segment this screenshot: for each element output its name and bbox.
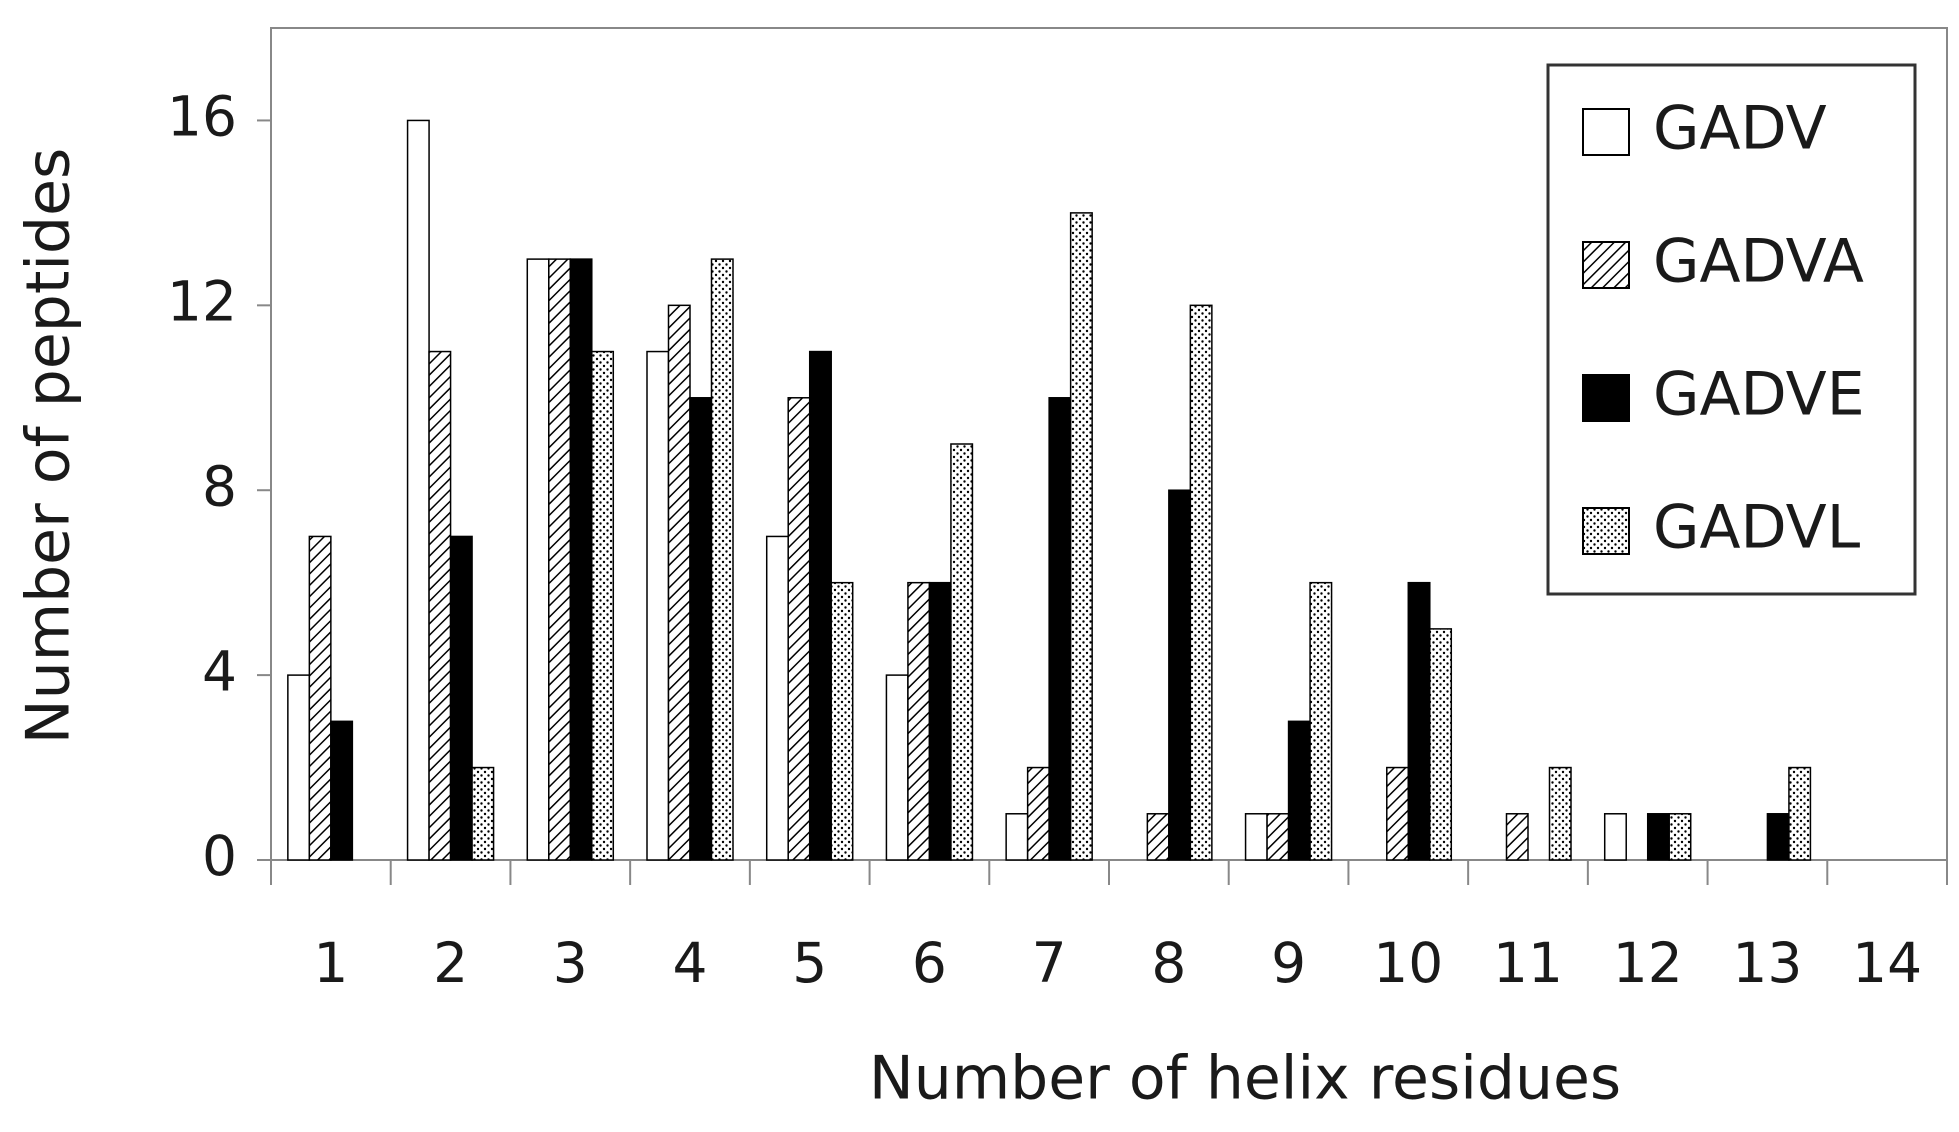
legend-label: GADVL	[1653, 493, 1861, 563]
legend-swatch	[1582, 108, 1630, 156]
legend-swatch	[1582, 374, 1630, 422]
bar	[1548, 766, 1572, 861]
x-axis-title: Number of helix residues	[869, 1044, 1621, 1114]
x-tick-label: 9	[1271, 931, 1306, 995]
x-tick-label: 3	[553, 931, 588, 995]
legend-label: GADVA	[1653, 227, 1864, 297]
legend-label: GADV	[1653, 94, 1827, 164]
bar	[689, 397, 713, 861]
x-tick-label: 2	[433, 931, 468, 995]
x-tick-label: 7	[1032, 931, 1067, 995]
bar	[1069, 212, 1093, 861]
bar	[808, 350, 832, 861]
bar	[646, 350, 670, 861]
x-tick-label: 8	[1151, 931, 1186, 995]
bar	[1788, 766, 1812, 861]
bar	[569, 258, 593, 861]
x-tick-label: 1	[313, 931, 348, 995]
bar	[928, 581, 952, 861]
legend-frame	[1546, 63, 1917, 596]
x-tick-label: 10	[1373, 931, 1443, 995]
bar	[1603, 813, 1627, 861]
y-tick-label: 12	[167, 269, 237, 333]
bar	[667, 304, 691, 861]
bar	[406, 119, 430, 861]
legend-label: GADVE	[1653, 360, 1865, 430]
bar	[591, 350, 615, 861]
y-tick-label: 4	[202, 639, 237, 703]
bar	[1429, 628, 1453, 861]
bar	[1407, 581, 1431, 861]
bar	[950, 443, 974, 861]
bar	[526, 258, 550, 861]
bar	[907, 581, 931, 861]
bar	[1386, 766, 1410, 861]
x-tick-label: 13	[1732, 931, 1802, 995]
bar	[1766, 813, 1790, 861]
bar	[1146, 813, 1170, 861]
bar	[471, 766, 495, 861]
bar	[1244, 813, 1268, 861]
bar	[1646, 813, 1670, 861]
bar	[1266, 813, 1290, 861]
y-tick-label: 0	[202, 824, 237, 888]
bar	[787, 397, 811, 861]
bar	[1168, 489, 1192, 861]
x-tick-label: 5	[792, 931, 827, 995]
bar	[885, 674, 909, 861]
y-tick-label: 8	[202, 454, 237, 518]
x-tick-label: 11	[1493, 931, 1563, 995]
bar	[1505, 813, 1529, 861]
bar	[428, 350, 452, 861]
x-tick-label: 6	[912, 931, 947, 995]
legend-swatch	[1582, 241, 1630, 289]
y-tick-label: 16	[167, 85, 237, 149]
bar	[449, 535, 473, 861]
bar	[330, 720, 354, 861]
bar	[548, 258, 572, 861]
x-tick-label: 4	[673, 931, 708, 995]
bar	[1005, 813, 1029, 861]
bar	[287, 674, 311, 861]
bar	[1668, 813, 1692, 861]
bar	[1287, 720, 1311, 861]
y-axis-title: Number of peptides	[14, 148, 84, 745]
x-tick-label: 12	[1613, 931, 1683, 995]
bar	[1048, 397, 1072, 861]
x-tick-label: 14	[1852, 931, 1922, 995]
legend-swatch	[1582, 507, 1630, 555]
bar	[1026, 766, 1050, 861]
bar	[1309, 581, 1333, 861]
bar	[1189, 304, 1213, 861]
bar	[765, 535, 789, 861]
bar	[830, 581, 854, 861]
bar	[710, 258, 734, 861]
bar	[308, 535, 332, 861]
